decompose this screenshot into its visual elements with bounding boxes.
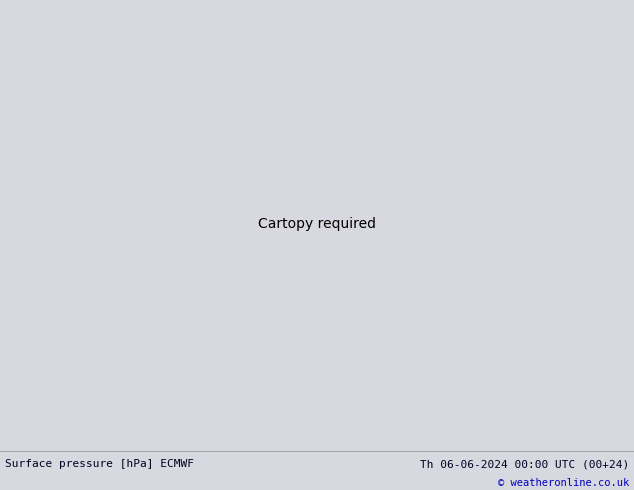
Text: © weatheronline.co.uk: © weatheronline.co.uk: [498, 477, 629, 488]
Text: Surface pressure [hPa] ECMWF: Surface pressure [hPa] ECMWF: [5, 459, 194, 469]
Text: Cartopy required: Cartopy required: [258, 217, 376, 231]
Text: Th 06-06-2024 00:00 UTC (00+24): Th 06-06-2024 00:00 UTC (00+24): [420, 459, 629, 469]
